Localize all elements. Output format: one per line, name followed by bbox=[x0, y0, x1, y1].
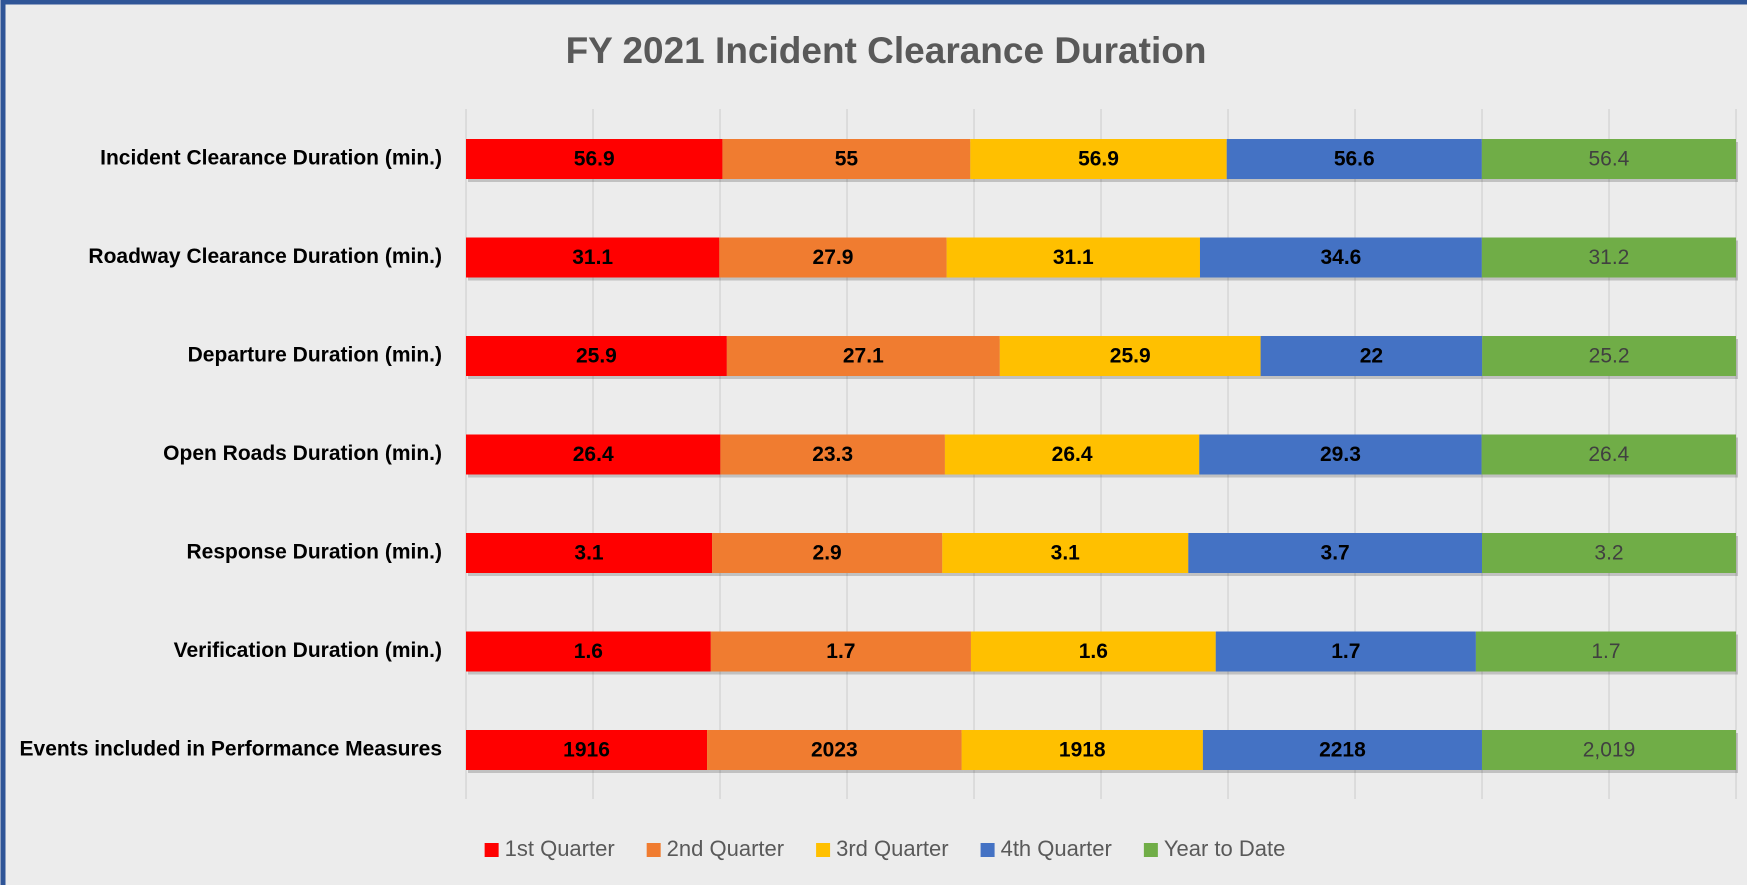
data-label: 3.1 bbox=[574, 542, 604, 565]
data-label: 1.6 bbox=[1079, 640, 1108, 663]
bar-segment bbox=[466, 139, 723, 179]
data-label: 27.1 bbox=[843, 345, 884, 368]
data-label: 25.9 bbox=[1110, 345, 1151, 368]
data-label: 27.9 bbox=[813, 246, 854, 269]
legend-label: 2nd Quarter bbox=[667, 836, 784, 861]
data-label: 34.6 bbox=[1320, 246, 1361, 269]
data-label: 2.9 bbox=[813, 542, 842, 565]
bar-segment bbox=[1199, 237, 1482, 278]
data-label: 3.2 bbox=[1594, 542, 1623, 565]
bar-segment bbox=[1226, 139, 1482, 179]
bar-segment bbox=[1481, 139, 1736, 179]
y-tick-label: Roadway Clearance Duration (min.) bbox=[88, 245, 442, 268]
y-tick-label: Incident Clearance Duration (min.) bbox=[100, 147, 442, 170]
data-label: 55 bbox=[835, 148, 859, 171]
bar-segment bbox=[1188, 533, 1482, 573]
bar-segment bbox=[1475, 631, 1736, 672]
bar-segment bbox=[1215, 631, 1476, 672]
bar-segment bbox=[722, 139, 971, 179]
data-label: 56.9 bbox=[574, 148, 615, 171]
legend-label: 4th Quarter bbox=[1001, 836, 1112, 861]
data-label: 1.6 bbox=[574, 640, 603, 663]
data-label: 25.9 bbox=[576, 345, 617, 368]
data-label: 1.7 bbox=[1591, 640, 1620, 663]
legend-swatch bbox=[646, 843, 661, 857]
legend-label: 1st Quarter bbox=[505, 836, 615, 861]
data-label: 26.4 bbox=[573, 443, 614, 466]
data-label: 1918 bbox=[1059, 739, 1106, 762]
data-label: 56.9 bbox=[1078, 148, 1119, 171]
bar-segment bbox=[1481, 434, 1736, 475]
bar-segment bbox=[961, 730, 1203, 770]
bar-segment bbox=[946, 237, 1200, 278]
data-label: 56.4 bbox=[1588, 148, 1629, 171]
bar-segment bbox=[720, 434, 945, 475]
legend-swatch bbox=[980, 843, 995, 857]
data-label: 56.6 bbox=[1334, 148, 1375, 171]
bar-segment bbox=[466, 533, 713, 573]
bar-segment bbox=[1199, 434, 1482, 475]
bar-segment bbox=[1202, 730, 1482, 770]
chart-title: FY 2021 Incident Clearance Duration bbox=[566, 30, 1207, 71]
y-tick-label: Verification Duration (min.) bbox=[174, 639, 442, 662]
legend-label: Year to Date bbox=[1164, 836, 1286, 861]
y-tick-label: Response Duration (min.) bbox=[186, 541, 442, 564]
bar-segment bbox=[466, 730, 708, 770]
data-label: 25.2 bbox=[1589, 345, 1630, 368]
data-label: 3.7 bbox=[1321, 542, 1350, 565]
data-label: 26.4 bbox=[1588, 443, 1629, 466]
legend-swatch bbox=[484, 843, 499, 857]
data-label: 31.1 bbox=[572, 246, 613, 269]
data-label: 26.4 bbox=[1052, 443, 1093, 466]
data-label: 2218 bbox=[1319, 739, 1366, 762]
bar-segment bbox=[466, 336, 727, 376]
legend-swatch bbox=[816, 843, 831, 857]
data-label: 23.3 bbox=[812, 443, 853, 466]
bar-segment bbox=[466, 434, 721, 475]
bar-segment bbox=[970, 139, 1227, 179]
data-label: 1916 bbox=[563, 739, 610, 762]
data-label: 2,019 bbox=[1583, 739, 1636, 762]
data-label: 29.3 bbox=[1320, 443, 1361, 466]
bar-segment bbox=[1482, 336, 1736, 376]
bar-segment bbox=[710, 631, 971, 672]
bar-segment bbox=[942, 533, 1189, 573]
y-tick-label: Departure Duration (min.) bbox=[188, 344, 442, 367]
bar-segment bbox=[719, 237, 947, 278]
data-label: 22 bbox=[1360, 345, 1383, 368]
data-label: 3.1 bbox=[1051, 542, 1081, 565]
bar-segment bbox=[1260, 336, 1483, 376]
bar-segment bbox=[466, 237, 720, 278]
bar-segment bbox=[1482, 533, 1736, 573]
y-tick-label: Events included in Performance Measures bbox=[20, 738, 442, 761]
data-label: 31.2 bbox=[1588, 246, 1629, 269]
legend-swatch bbox=[1143, 843, 1158, 857]
bar-segment bbox=[1481, 237, 1736, 278]
bar-segment bbox=[970, 631, 1216, 672]
y-tick-label: Open Roads Duration (min.) bbox=[163, 442, 442, 465]
bar-segment bbox=[712, 533, 943, 573]
legend-label: 3rd Quarter bbox=[836, 836, 949, 861]
bar-segment bbox=[1481, 730, 1736, 770]
bar-segment bbox=[707, 730, 962, 770]
bar-segment bbox=[999, 336, 1261, 376]
bar-segment bbox=[466, 631, 711, 672]
bar-segment bbox=[726, 336, 1000, 376]
data-label: 1.7 bbox=[826, 640, 855, 663]
data-label: 31.1 bbox=[1053, 246, 1094, 269]
bar-segment bbox=[944, 434, 1200, 475]
data-label: 1.7 bbox=[1331, 640, 1360, 663]
data-label: 2023 bbox=[811, 739, 858, 762]
